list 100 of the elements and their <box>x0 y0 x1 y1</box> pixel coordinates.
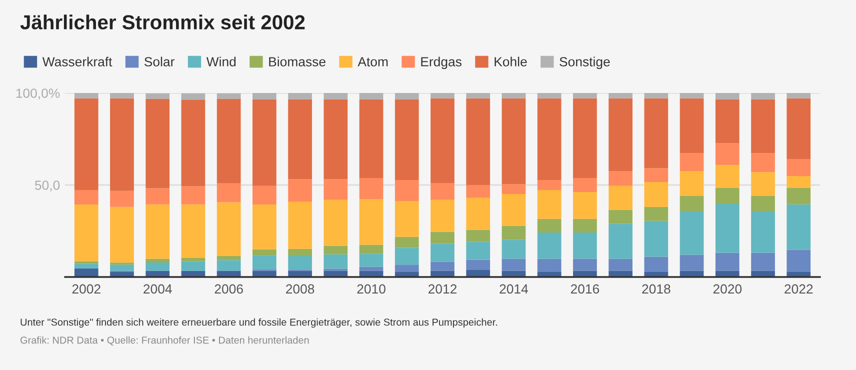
bar <box>751 153 775 172</box>
bar <box>502 194 526 226</box>
bar <box>324 254 348 269</box>
bar <box>359 178 384 199</box>
bar <box>786 204 811 250</box>
bar <box>502 184 526 194</box>
bar <box>146 262 170 271</box>
bar <box>715 252 740 271</box>
x-tick-label: 2018 <box>642 284 670 294</box>
bar <box>110 98 134 191</box>
bar <box>466 260 490 270</box>
bar <box>324 179 348 200</box>
bar <box>502 226 526 240</box>
bar <box>786 159 811 176</box>
bar <box>715 165 740 188</box>
bar <box>394 236 419 248</box>
y-tick-label: 50,0 <box>34 180 60 192</box>
bar <box>146 204 170 259</box>
bar <box>110 206 134 263</box>
bar <box>537 258 562 272</box>
bar <box>502 258 526 271</box>
bar <box>466 185 490 198</box>
bar <box>394 248 419 265</box>
bar <box>324 93 348 100</box>
bar <box>430 262 454 271</box>
bar <box>74 190 98 205</box>
bar <box>430 244 454 262</box>
bar <box>359 244 384 254</box>
bar <box>288 99 312 180</box>
legend-label: Erdgas <box>421 56 462 70</box>
bar <box>359 254 384 267</box>
bar <box>751 99 775 154</box>
bar <box>110 264 134 271</box>
x-tick-label: 2006 <box>214 284 243 294</box>
bar <box>252 256 276 270</box>
bar <box>786 188 811 204</box>
bar <box>216 256 241 260</box>
x-tick-label: 2022 <box>784 284 813 294</box>
bar <box>288 93 312 100</box>
bar <box>216 260 241 271</box>
bar <box>394 264 419 272</box>
bar <box>216 98 241 184</box>
bar <box>680 98 704 154</box>
bar <box>146 98 170 188</box>
x-tick-label: 2010 <box>357 284 386 294</box>
bar <box>216 183 241 202</box>
bar <box>359 93 384 100</box>
bar <box>502 240 526 259</box>
bar <box>394 93 419 100</box>
bar <box>288 202 312 249</box>
bar <box>786 98 811 160</box>
bar <box>394 180 419 202</box>
x-tick-label: 2008 <box>286 284 314 294</box>
chart-title: Jährlicher Strommix seit 2002 <box>20 14 305 30</box>
bar <box>537 218 562 232</box>
bar <box>537 180 562 190</box>
bar <box>181 100 206 186</box>
bar <box>608 98 632 172</box>
bar <box>644 168 668 182</box>
bar <box>715 204 740 253</box>
bar <box>751 252 775 271</box>
bar <box>394 99 419 180</box>
bar <box>430 232 454 244</box>
bar <box>394 201 419 237</box>
bar <box>680 93 704 98</box>
bar <box>324 200 348 246</box>
bar <box>502 98 526 184</box>
bar <box>537 232 562 259</box>
bar <box>466 98 490 185</box>
bar <box>324 246 348 254</box>
legend-label: Kohle <box>494 56 527 66</box>
bar <box>573 218 597 232</box>
bar <box>252 93 276 100</box>
x-tick-label: 2020 <box>713 284 742 294</box>
bar <box>288 256 312 270</box>
bar <box>216 202 241 256</box>
bar <box>430 98 454 183</box>
x-tick-label: 2016 <box>570 284 600 294</box>
bar <box>680 210 704 255</box>
bar <box>252 99 276 186</box>
bar <box>110 190 134 207</box>
bar <box>430 182 454 200</box>
bar <box>430 200 454 232</box>
bar <box>644 98 668 168</box>
bar <box>146 188 170 204</box>
bar <box>537 98 562 180</box>
bar <box>252 249 276 256</box>
x-tick-label: 2002 <box>72 284 100 294</box>
bar <box>181 204 206 258</box>
bar <box>715 99 740 144</box>
bar <box>181 261 206 271</box>
bar <box>573 258 597 271</box>
legend-label: Solar <box>144 56 174 66</box>
bar <box>146 93 170 99</box>
bar <box>644 256 668 272</box>
bar <box>74 93 98 98</box>
legend-label: Wasserkraft <box>42 56 112 66</box>
bar <box>466 230 490 242</box>
bar <box>608 186 632 210</box>
bar <box>751 196 775 211</box>
